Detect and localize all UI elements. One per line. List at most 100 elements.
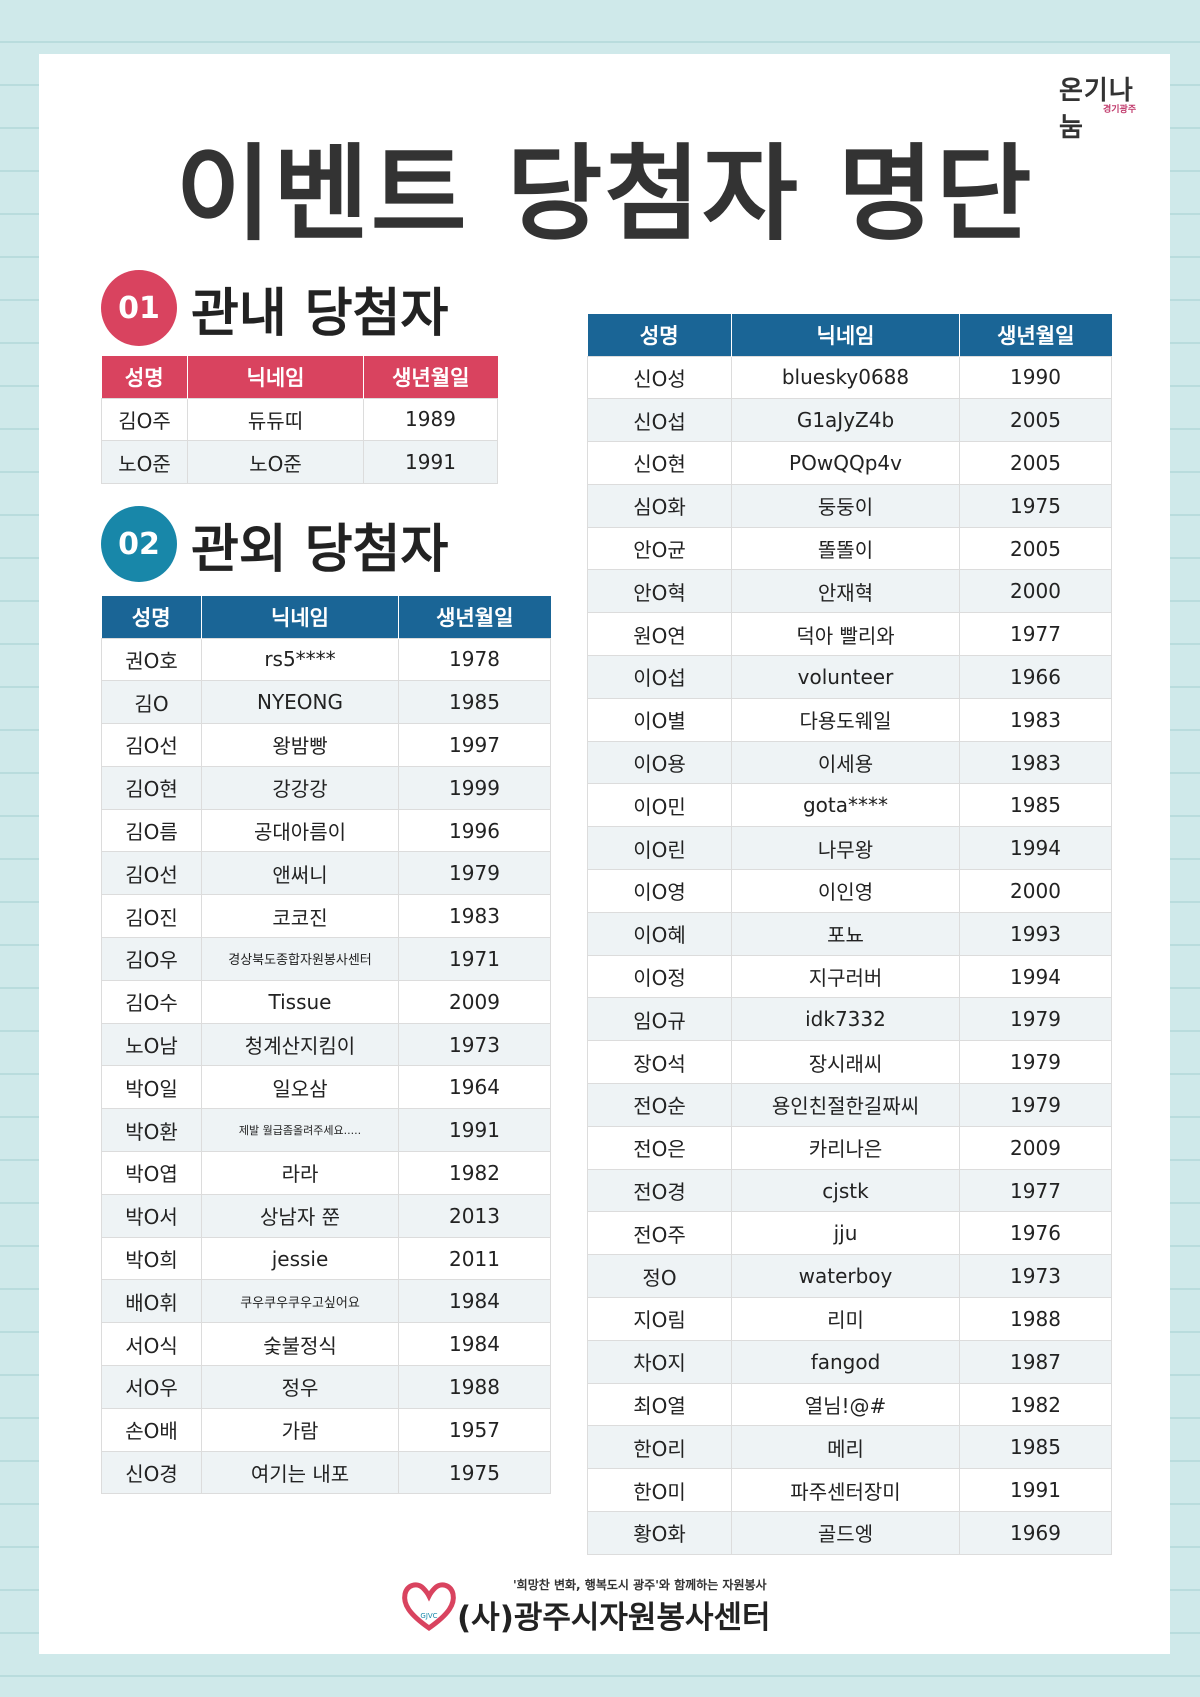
cell-name: 박O엽 xyxy=(101,1151,202,1195)
table-row: 김O우 경상북도종합자원봉사센터 1971 xyxy=(101,937,551,981)
cell-nickname: POwQQp4v xyxy=(731,441,960,485)
cell-nickname: 정우 xyxy=(201,1365,399,1409)
cell-nickname: volunteer xyxy=(731,655,960,699)
cell-nickname: 이세용 xyxy=(731,740,960,785)
cell-name: 이O섭 xyxy=(587,655,732,699)
table-row: 김O진 코코진 1983 xyxy=(101,894,551,939)
cell-nickname: 청계산지킴이 xyxy=(201,1022,399,1067)
table-row: 전O주 jju 1976 xyxy=(587,1211,1112,1256)
cell-birthyear: 1991 xyxy=(398,1108,551,1153)
cell-name: 서O식 xyxy=(101,1322,202,1367)
cell-name: 손O배 xyxy=(101,1407,202,1452)
table-row: 한O리 메리 1985 xyxy=(587,1425,1112,1470)
footer-tagline: '희망찬 변화, 행복도시 광주'와 함께하는 자원봉사 xyxy=(513,1578,767,1592)
cell-nickname: 포뇨 xyxy=(731,911,960,956)
cell-birthyear: 1985 xyxy=(959,1425,1112,1470)
section-in-badge: 01 xyxy=(101,270,177,346)
table-row: 이O정 지구러버 1994 xyxy=(587,954,1112,999)
cell-nickname: 안재혁 xyxy=(731,569,960,614)
table-header-row: 성명 닉네임 생년월일 xyxy=(101,356,498,398)
cell-birthyear: 2005 xyxy=(959,441,1112,485)
cell-name: 노O준 xyxy=(101,440,188,485)
cell-name: 이O혜 xyxy=(587,911,732,956)
cell-name: 김O xyxy=(101,680,202,725)
cell-birthyear: 2000 xyxy=(959,869,1112,913)
cell-birthyear: 1979 xyxy=(959,1083,1112,1127)
header-name: 성명 xyxy=(587,314,732,356)
cell-nickname: 여기는 내포 xyxy=(201,1450,399,1495)
cell-birthyear: 1984 xyxy=(398,1279,551,1324)
cell-birthyear: 1997 xyxy=(398,723,551,767)
table-row: 황O화 골드엥 1969 xyxy=(587,1511,1112,1555)
table-row: 노O남 청계산지킴이 1973 xyxy=(101,1022,551,1067)
cell-birthyear: 1994 xyxy=(959,954,1112,999)
cell-nickname: 라라 xyxy=(201,1151,399,1195)
cell-birthyear: 2011 xyxy=(398,1236,551,1281)
table-row: 이O민 gota**** 1985 xyxy=(587,783,1112,828)
cell-birthyear: 1996 xyxy=(398,808,551,853)
cell-nickname: 골드엥 xyxy=(731,1511,960,1555)
table-row: 한O미 파주센터장미 1991 xyxy=(587,1468,1112,1513)
cell-nickname: gota**** xyxy=(731,783,960,828)
table-row: 안O균 똘똘이 2005 xyxy=(587,526,1112,571)
cell-nickname: NYEONG xyxy=(201,680,399,725)
brand-logo: 온기나눔 경기광주 xyxy=(1059,70,1155,143)
cell-nickname: 다용도웨일 xyxy=(731,697,960,742)
header-birthyear: 생년월일 xyxy=(959,314,1112,356)
cell-nickname: 지구러버 xyxy=(731,954,960,999)
cell-nickname: 메리 xyxy=(731,1425,960,1470)
cell-birthyear: 1988 xyxy=(959,1297,1112,1341)
table-row: 심O화 둥둥이 1975 xyxy=(587,483,1112,528)
table-row: 신O성 bluesky0688 1990 xyxy=(587,355,1112,400)
poster-sheet: 온기나눔 경기광주 이벤트 당첨자 명단 01 관내 당첨자 성명 닉네임 생년… xyxy=(39,54,1170,1654)
cell-name: 안O균 xyxy=(587,526,732,571)
table-row: 김O NYEONG 1985 xyxy=(101,680,551,725)
cell-name: 장O석 xyxy=(587,1040,732,1085)
cell-birthyear: 1975 xyxy=(959,483,1112,528)
footer-org-name: (사)광주시자원봉사센터 xyxy=(457,1600,771,1636)
cell-nickname: 제발 월급좀올려주세요..... xyxy=(201,1108,399,1153)
table-in-winners: 성명 닉네임 생년월일 김O주 듀듀띠 1989 노O준 노O준 1991 xyxy=(101,356,498,485)
logo-text: 온기나눔 xyxy=(1059,76,1134,143)
cell-nickname: 열님!@# xyxy=(731,1382,960,1427)
cell-birthyear: 1993 xyxy=(959,911,1112,956)
cell-birthyear: 1999 xyxy=(398,765,551,810)
cell-nickname: 둥둥이 xyxy=(731,483,960,528)
table-row: 박O환 제발 월급좀올려주세요..... 1991 xyxy=(101,1108,551,1153)
table-row: 이O별 다용도웨일 1983 xyxy=(587,697,1112,742)
cell-birthyear: 2000 xyxy=(959,569,1112,614)
table-header-row: 성명 닉네임 생년월일 xyxy=(101,596,551,638)
cell-nickname: 카리나은 xyxy=(731,1125,960,1170)
table-row: 전O순 용인친절한길짜씨 1979 xyxy=(587,1083,1112,1127)
cell-name: 신O섭 xyxy=(587,398,732,443)
cell-name: 배O휘 xyxy=(101,1279,202,1324)
table-row: 이O혜 포뇨 1993 xyxy=(587,911,1112,956)
table-row: 김O름 공대아름이 1996 xyxy=(101,808,551,853)
table-row: 장O석 장시래씨 1979 xyxy=(587,1040,1112,1085)
cell-birthyear: 1982 xyxy=(398,1151,551,1195)
cell-name: 김O선 xyxy=(101,851,202,896)
cell-birthyear: 1990 xyxy=(959,355,1112,400)
cell-birthyear: 1973 xyxy=(398,1022,551,1067)
cell-birthyear: 1977 xyxy=(959,1168,1112,1213)
cell-name: 전O경 xyxy=(587,1168,732,1213)
cell-birthyear: 1989 xyxy=(363,397,498,442)
cell-name: 김O주 xyxy=(101,397,188,442)
cell-birthyear: 1973 xyxy=(959,1254,1112,1299)
cell-birthyear: 1991 xyxy=(363,440,498,485)
cell-name: 박O희 xyxy=(101,1236,202,1281)
table-row: 박O희 jessie 2011 xyxy=(101,1236,551,1281)
table-row: 김O선 앤써니 1979 xyxy=(101,851,551,896)
table-out-winners-right: 성명 닉네임 생년월일 신O성 bluesky0688 1990 신O섭 G1aJyZ4… xyxy=(587,314,1112,1555)
table-row: 박O서 상남자 쭌 2013 xyxy=(101,1193,551,1238)
cell-birthyear: 1983 xyxy=(959,697,1112,742)
table-row: 이O영 이인영 2000 xyxy=(587,869,1112,913)
cell-nickname: 경상북도종합자원봉사센터 xyxy=(201,937,399,981)
cell-name: 박O일 xyxy=(101,1065,202,1110)
cell-nickname: rs5**** xyxy=(201,637,399,682)
table-row: 서O식 숯불정식 1984 xyxy=(101,1322,551,1367)
cell-nickname: 이인영 xyxy=(731,869,960,913)
cell-name: 권O호 xyxy=(101,637,202,682)
section-in-title: 관내 당첨자 xyxy=(191,283,449,344)
cell-birthyear: 1982 xyxy=(959,1382,1112,1427)
